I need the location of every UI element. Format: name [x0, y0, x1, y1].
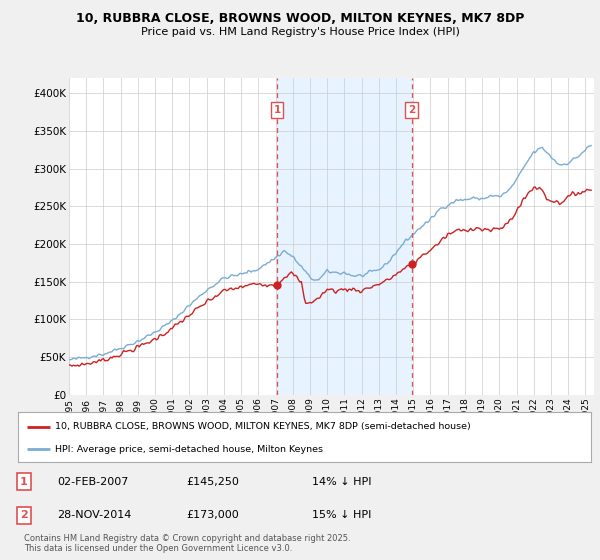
Text: 2: 2 — [20, 510, 28, 520]
Text: Price paid vs. HM Land Registry's House Price Index (HPI): Price paid vs. HM Land Registry's House … — [140, 27, 460, 38]
Text: 10, RUBBRA CLOSE, BROWNS WOOD, MILTON KEYNES, MK7 8DP: 10, RUBBRA CLOSE, BROWNS WOOD, MILTON KE… — [76, 12, 524, 25]
Text: 2: 2 — [408, 105, 415, 115]
Text: 02-FEB-2007: 02-FEB-2007 — [57, 477, 128, 487]
Text: 10, RUBBRA CLOSE, BROWNS WOOD, MILTON KEYNES, MK7 8DP (semi-detached house): 10, RUBBRA CLOSE, BROWNS WOOD, MILTON KE… — [55, 422, 471, 431]
Text: HPI: Average price, semi-detached house, Milton Keynes: HPI: Average price, semi-detached house,… — [55, 445, 323, 454]
Text: 1: 1 — [274, 105, 281, 115]
Text: Contains HM Land Registry data © Crown copyright and database right 2025.
This d: Contains HM Land Registry data © Crown c… — [24, 534, 350, 553]
Text: £173,000: £173,000 — [186, 510, 239, 520]
Text: 14% ↓ HPI: 14% ↓ HPI — [312, 477, 371, 487]
Bar — [277, 78, 412, 395]
Text: 15% ↓ HPI: 15% ↓ HPI — [312, 510, 371, 520]
Text: £145,250: £145,250 — [186, 477, 239, 487]
Text: 28-NOV-2014: 28-NOV-2014 — [57, 510, 131, 520]
Text: 1: 1 — [20, 477, 28, 487]
